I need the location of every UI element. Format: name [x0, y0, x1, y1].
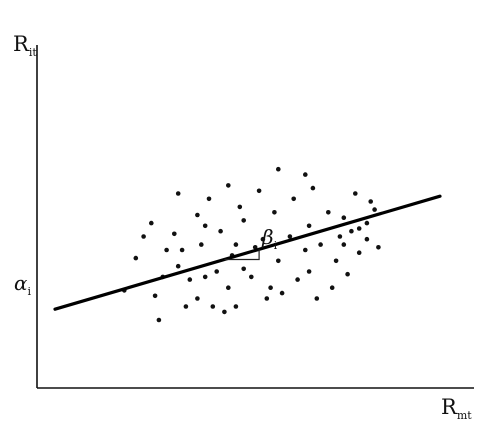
data-point — [256, 188, 262, 194]
data-point — [364, 236, 370, 242]
data-point — [237, 204, 243, 210]
data-point — [206, 196, 212, 202]
data-point — [152, 293, 158, 299]
data-point — [326, 210, 331, 215]
data-point — [149, 220, 154, 226]
data-point — [356, 226, 362, 231]
data-point — [372, 207, 377, 212]
data-point — [175, 263, 181, 269]
scatter-points — [122, 166, 381, 323]
data-point — [199, 242, 204, 247]
data-point — [268, 285, 273, 291]
data-point — [226, 183, 231, 188]
data-point — [349, 228, 354, 234]
data-point — [295, 277, 300, 282]
data-point — [303, 172, 308, 177]
x-axis-label: Rmt — [441, 395, 472, 422]
data-point — [222, 309, 227, 315]
data-point — [345, 271, 350, 277]
data-point — [233, 242, 239, 247]
slope-label: βi — [261, 225, 278, 252]
data-point — [214, 269, 219, 274]
data-point — [337, 234, 343, 239]
data-point — [141, 234, 146, 239]
data-point — [241, 218, 246, 223]
data-point — [279, 290, 285, 296]
data-point — [306, 223, 312, 229]
data-point — [195, 296, 200, 301]
data-point — [210, 304, 216, 309]
data-point — [249, 274, 254, 280]
intercept-label: αi — [14, 271, 32, 298]
data-point — [172, 231, 177, 237]
data-point — [218, 228, 223, 234]
data-point — [233, 304, 239, 309]
data-point — [310, 185, 316, 191]
data-point — [368, 199, 374, 204]
data-point — [202, 274, 208, 280]
data-point — [195, 212, 200, 218]
data-point — [260, 236, 266, 242]
slope-triangle — [224, 249, 260, 261]
data-point — [264, 296, 270, 301]
data-point — [306, 269, 312, 274]
data-point — [333, 258, 339, 264]
data-point — [287, 234, 293, 239]
data-point — [329, 285, 335, 291]
data-point — [364, 220, 370, 226]
data-point — [179, 247, 185, 253]
data-point — [187, 277, 193, 282]
data-point — [276, 258, 281, 264]
data-point — [183, 304, 189, 309]
y-axis-label: Rit — [13, 32, 37, 59]
data-point — [318, 242, 323, 247]
data-point — [314, 296, 320, 301]
data-point — [303, 247, 308, 253]
data-point — [376, 245, 381, 250]
data-point — [356, 250, 362, 255]
data-point — [291, 196, 297, 202]
regression-line — [53, 194, 442, 311]
data-point — [175, 191, 181, 196]
data-point — [226, 285, 231, 291]
data-point — [276, 166, 281, 172]
data-point — [202, 223, 208, 229]
data-point — [164, 247, 169, 253]
data-point — [156, 317, 162, 323]
data-point — [341, 215, 347, 220]
data-point — [272, 210, 277, 215]
data-point — [341, 242, 347, 247]
data-point — [353, 191, 358, 196]
data-point — [133, 255, 139, 261]
data-point — [241, 266, 246, 272]
